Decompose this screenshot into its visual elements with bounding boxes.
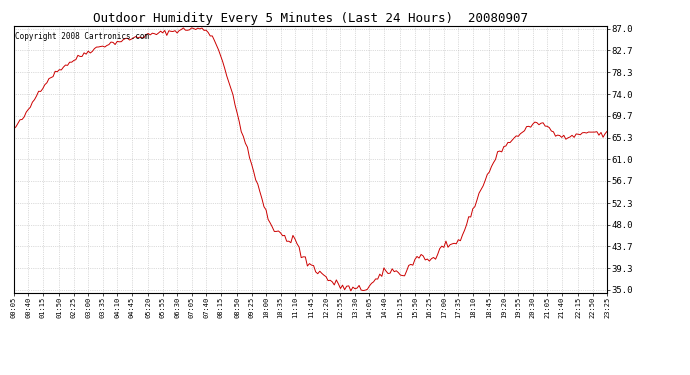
Title: Outdoor Humidity Every 5 Minutes (Last 24 Hours)  20080907: Outdoor Humidity Every 5 Minutes (Last 2… — [93, 12, 528, 25]
Text: Copyright 2008 Cartronics.com: Copyright 2008 Cartronics.com — [15, 32, 149, 40]
